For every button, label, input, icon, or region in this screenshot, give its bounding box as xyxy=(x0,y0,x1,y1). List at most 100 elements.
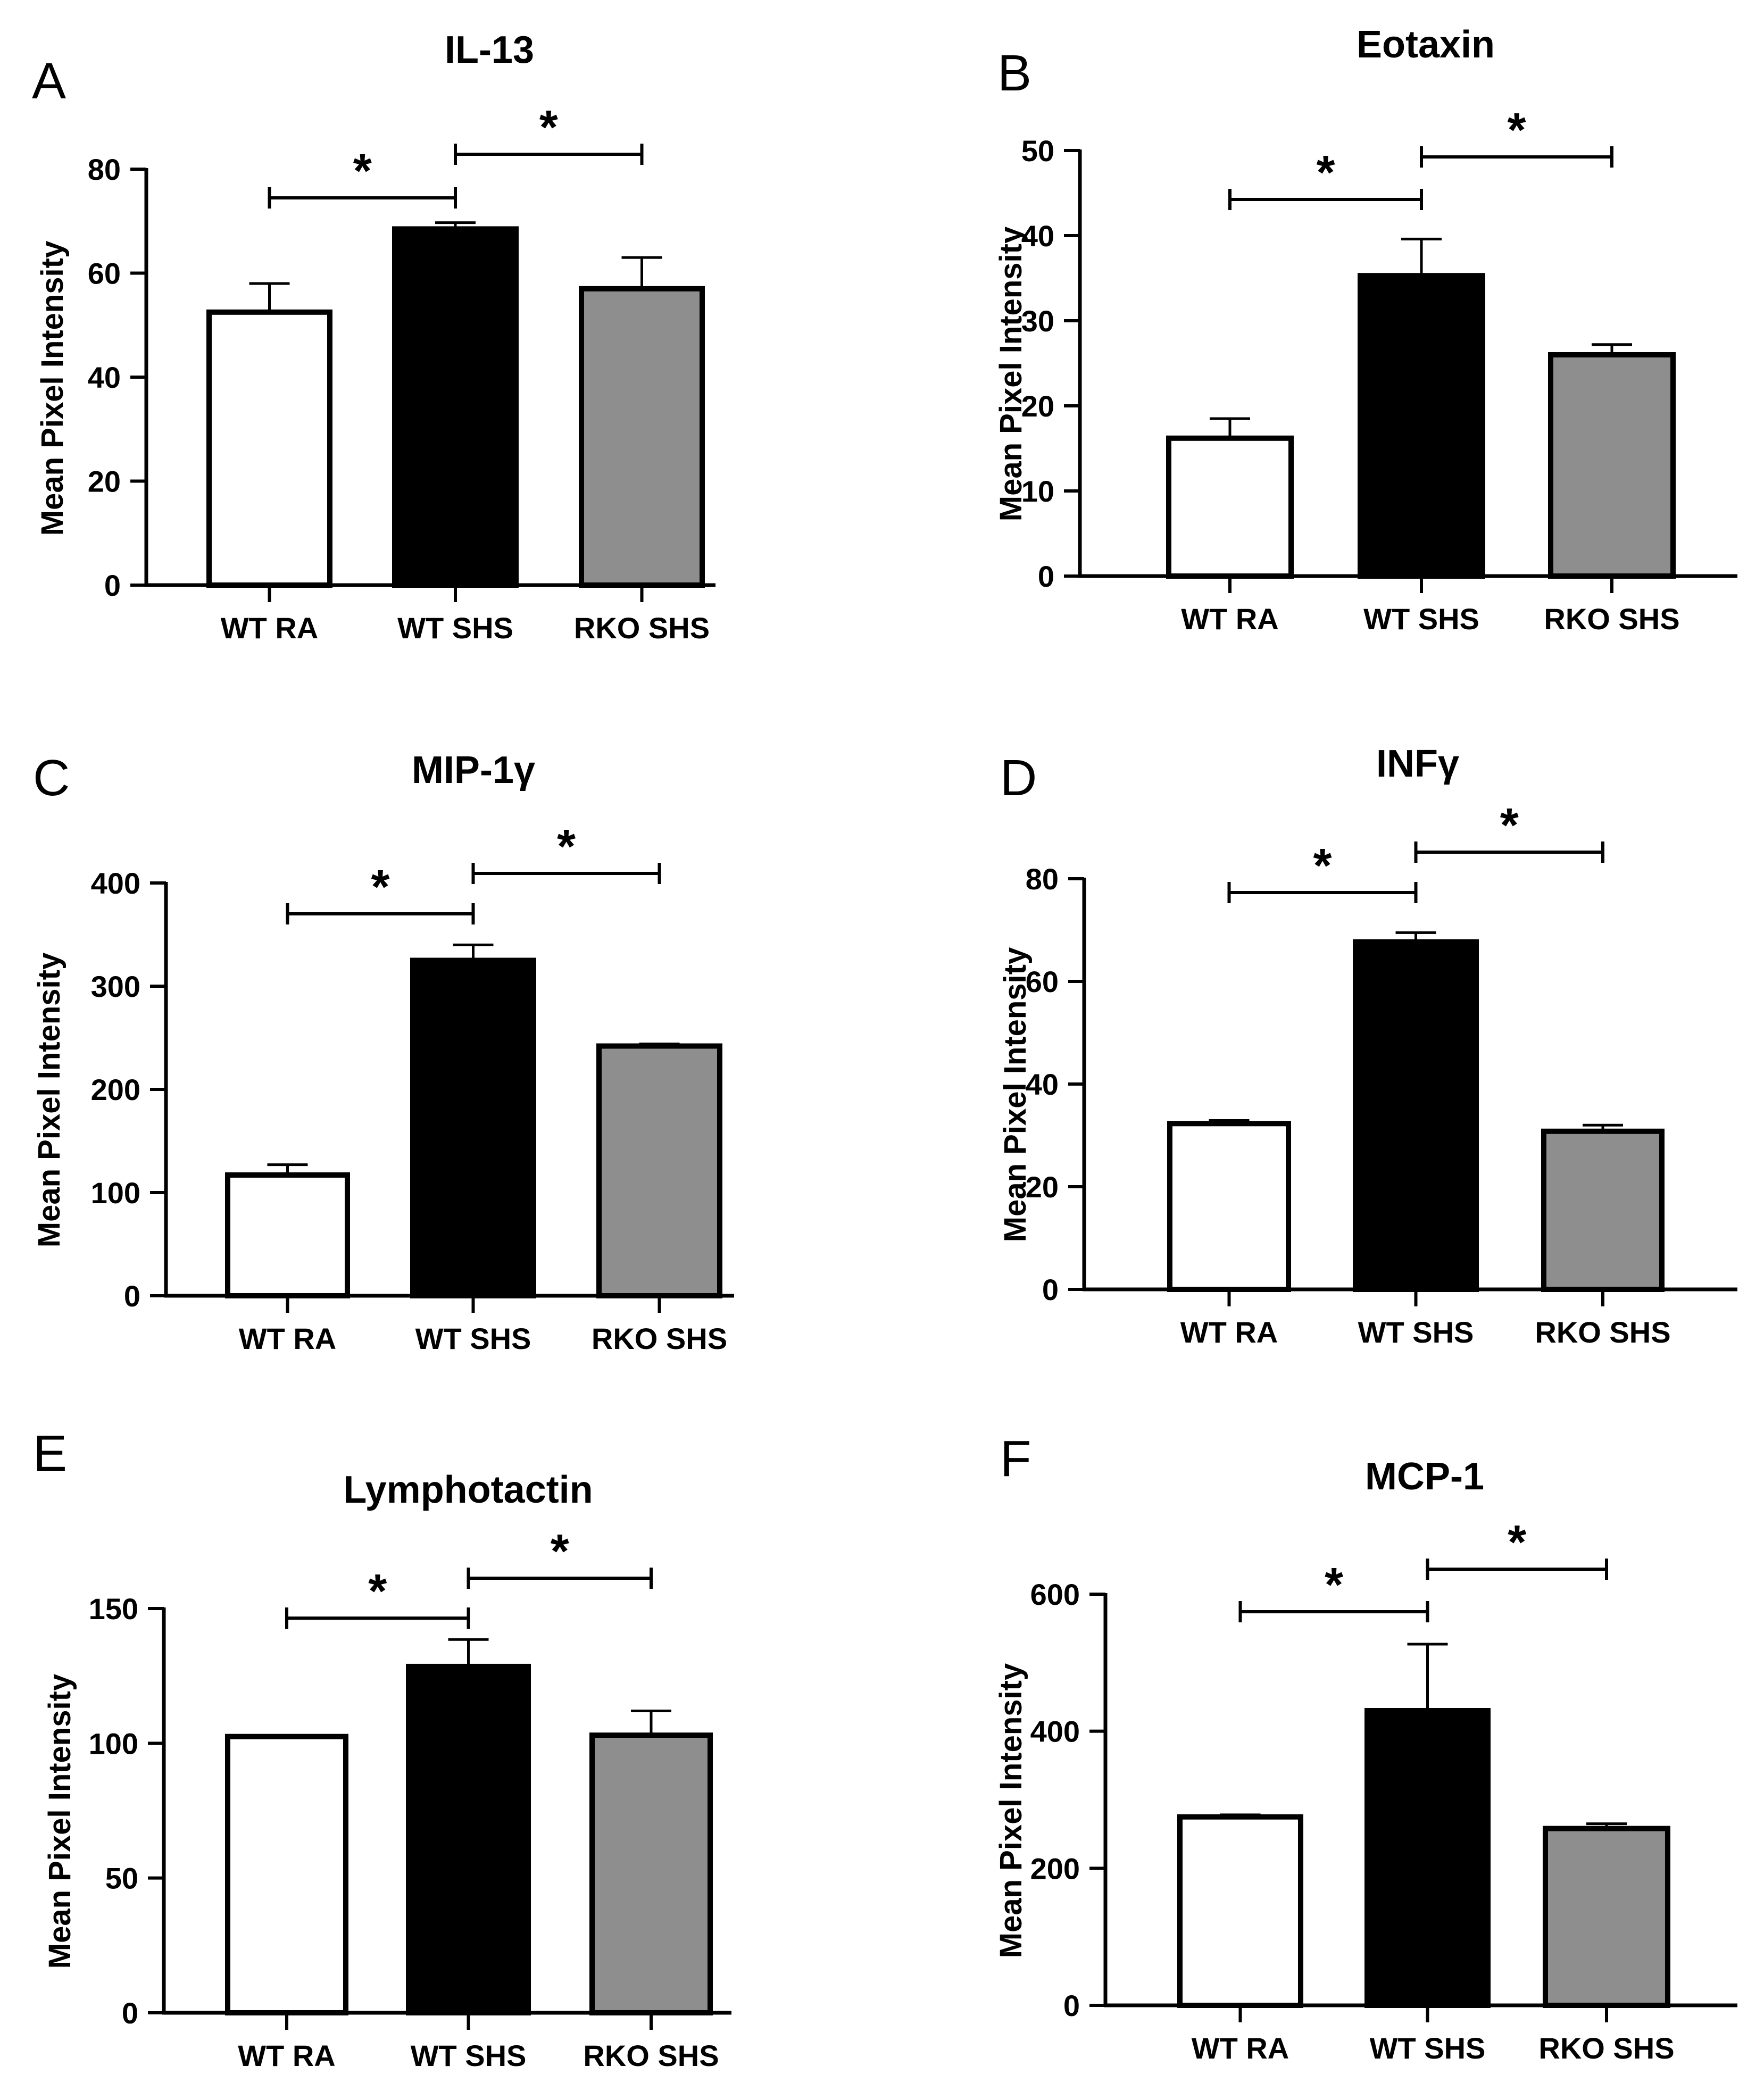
chart-title: MIP-1γ xyxy=(412,749,535,791)
x-tick-label: WT SHS xyxy=(397,611,513,645)
y-tick-label: 50 xyxy=(105,1862,138,1895)
y-tick-label: 20 xyxy=(88,465,121,498)
bar-wt-ra xyxy=(1167,1121,1291,1292)
y-tick-label: 100 xyxy=(89,1727,138,1760)
y-tick-label: 200 xyxy=(1030,1852,1080,1885)
bar-rko-shs xyxy=(1541,1128,1665,1293)
significance-star: * xyxy=(1325,1559,1343,1612)
y-tick-label: 40 xyxy=(88,361,121,394)
x-tick-label: WT SHS xyxy=(411,2039,527,2072)
panel-label: F xyxy=(1000,1430,1031,1487)
bar-wt-ra xyxy=(206,309,332,588)
y-tick-label: 40 xyxy=(1021,219,1054,253)
y-tick-label: 50 xyxy=(1021,134,1054,168)
x-tick-label: WT RA xyxy=(1192,2031,1289,2065)
bar-wt-ra xyxy=(225,1172,350,1299)
bar-wt-shs xyxy=(410,957,536,1298)
bar-rko-shs xyxy=(1543,1826,1670,2009)
bar-wt-shs xyxy=(1358,273,1485,579)
x-tick-label: WT SHS xyxy=(1370,2031,1486,2065)
y-tick-label: 0 xyxy=(1042,1273,1059,1306)
y-axis-label: Mean Pixel Intensity xyxy=(998,947,1033,1242)
bar-rko-shs xyxy=(596,1043,722,1299)
y-tick-label: 10 xyxy=(1021,474,1054,508)
x-tick-label: RKO SHS xyxy=(1535,1315,1670,1349)
x-tick-label: RKO SHS xyxy=(574,611,710,645)
y-tick-label: 40 xyxy=(1026,1068,1059,1101)
significance-star: * xyxy=(551,1525,569,1578)
y-tick-label: 200 xyxy=(91,1073,140,1106)
y-tick-label: 0 xyxy=(104,569,121,602)
y-tick-label: 80 xyxy=(88,153,121,186)
panel-label: C xyxy=(33,749,70,806)
y-tick-label: 20 xyxy=(1021,389,1054,423)
y-tick-label: 0 xyxy=(124,1279,140,1313)
significance-star: * xyxy=(1313,839,1332,893)
y-tick-label: 300 xyxy=(91,970,140,1003)
significance-star: * xyxy=(1508,1516,1526,1569)
x-tick-label: RKO SHS xyxy=(592,1322,727,1355)
chart-panel-f: F MCP-1 0 200 400 600 Mean Pixel Intensity WT R… xyxy=(994,1430,1737,2065)
chart-title: Lymphotactin xyxy=(343,1469,593,1511)
bar-rko-shs xyxy=(579,286,705,588)
panel-label: A xyxy=(32,53,66,110)
significance-star: * xyxy=(371,861,389,914)
y-tick-label: 0 xyxy=(122,1996,138,2030)
chart-title: IL-13 xyxy=(445,29,534,71)
y-axis-label: Mean Pixel Intensity xyxy=(43,1674,77,1969)
chart-panel-e: E Lymphotactin 0 50 100 150 Mean Pixel Intensi… xyxy=(33,1425,731,2072)
x-tick-label: WT RA xyxy=(1181,602,1279,636)
chart-panel-c: C MIP-1γ 0 100 200 300 400 Mean Pixel Intensity… xyxy=(32,749,734,1355)
y-tick-label: 60 xyxy=(88,257,121,290)
y-axis-label: Mean Pixel Intensity xyxy=(32,953,66,1247)
significance-star: * xyxy=(539,101,558,154)
panel-label: E xyxy=(33,1425,67,1482)
y-tick-label: 150 xyxy=(89,1592,138,1626)
y-tick-label: 20 xyxy=(1026,1170,1059,1204)
significance-star: * xyxy=(353,145,372,198)
y-tick-label: 400 xyxy=(1030,1715,1080,1748)
bar-rko-shs xyxy=(589,1732,713,2015)
bar-wt-ra xyxy=(1177,1814,1303,2008)
x-tick-label: RKO SHS xyxy=(583,2039,719,2072)
chart-title: MCP-1 xyxy=(1365,1455,1484,1498)
x-tick-label: WT RA xyxy=(239,1322,337,1355)
x-tick-label: WT RA xyxy=(238,2039,336,2072)
significance-star: * xyxy=(1316,146,1335,199)
y-axis-label: Mean Pixel Intensity xyxy=(994,1663,1028,1958)
significance-star: * xyxy=(557,820,576,873)
x-tick-label: WT RA xyxy=(1180,1315,1278,1349)
bar-wt-shs xyxy=(1364,1708,1491,2008)
bar-wt-shs xyxy=(1353,939,1479,1292)
y-axis-label: Mean Pixel Intensity xyxy=(994,227,1028,521)
chart-panel-d: D INFγ 0 20 40 60 80 Mean Pixel Intensity WT RA W… xyxy=(998,743,1737,1349)
x-tick-label: WT SHS xyxy=(1358,1315,1474,1349)
significance-star: * xyxy=(1500,799,1519,852)
bar-wt-shs xyxy=(406,1663,531,2015)
x-tick-label: WT SHS xyxy=(1363,602,1479,636)
panel-label: D xyxy=(1000,749,1037,806)
y-tick-label: 80 xyxy=(1026,862,1059,896)
x-tick-label: RKO SHS xyxy=(1544,602,1679,636)
significance-star: * xyxy=(1507,104,1526,157)
y-tick-label: 0 xyxy=(1063,1989,1080,2022)
y-tick-label: 0 xyxy=(1038,560,1054,593)
chart-panel-a: A IL-13 0 20 40 60 80 Mean Pixel Intensity WT RA… xyxy=(32,29,715,645)
bar-wt-ra xyxy=(225,1734,348,2016)
significance-star: * xyxy=(368,1565,387,1618)
bar-rko-shs xyxy=(1548,352,1676,579)
bar-wt-ra xyxy=(1166,435,1294,579)
y-tick-label: 600 xyxy=(1030,1578,1080,1611)
chart-panel-b: B Eotaxin 0 10 20 30 40 50 Mean Pixel Intensity W… xyxy=(994,23,1737,636)
chart-title: INFγ xyxy=(1376,743,1459,785)
y-tick-label: 30 xyxy=(1021,304,1054,338)
panel-label: B xyxy=(997,45,1031,102)
chart-title: Eotaxin xyxy=(1357,23,1495,66)
x-tick-label: RKO SHS xyxy=(1538,2031,1674,2065)
y-tick-label: 60 xyxy=(1026,965,1059,998)
bar-wt-shs xyxy=(392,226,519,588)
y-tick-label: 400 xyxy=(91,866,140,900)
y-axis-label: Mean Pixel Intensity xyxy=(35,241,70,536)
y-tick-label: 100 xyxy=(91,1176,140,1210)
